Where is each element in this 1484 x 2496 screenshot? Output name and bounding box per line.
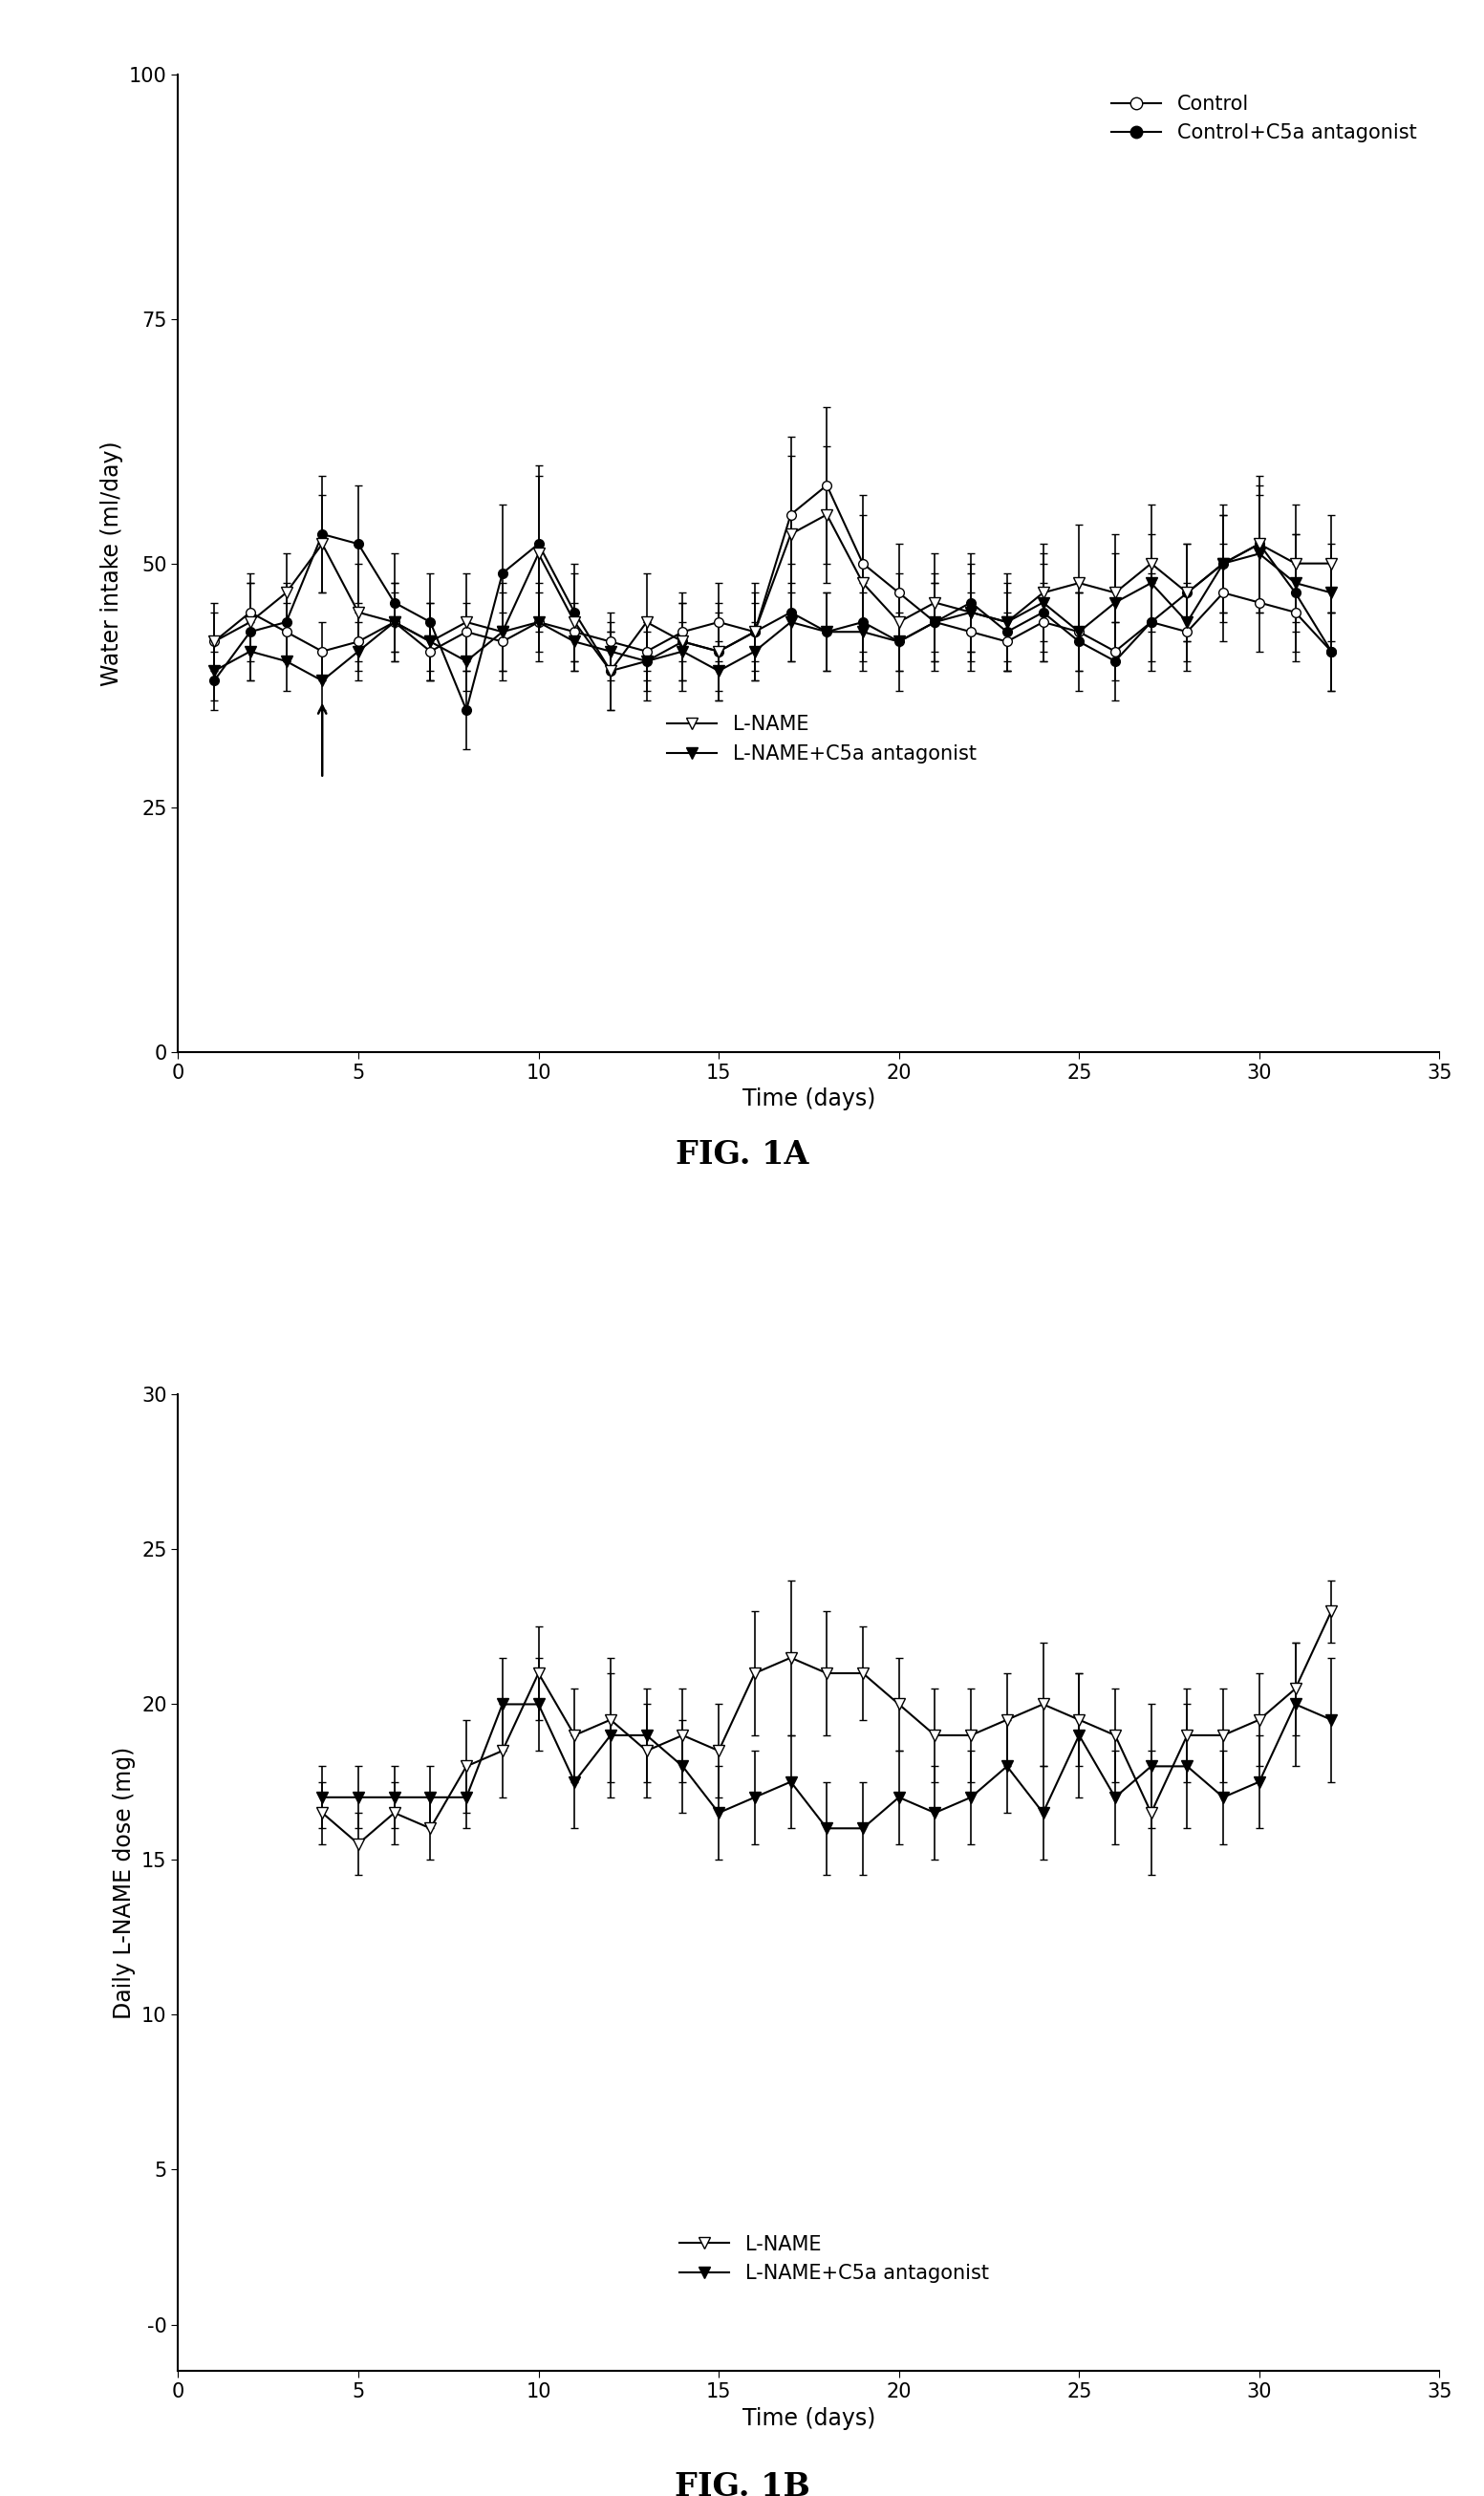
Legend: L-NAME, L-NAME+C5a antagonist: L-NAME, L-NAME+C5a antagonist [680,2234,988,2284]
Text: FIG. 1B: FIG. 1B [674,2471,810,2496]
Text: FIG. 1A: FIG. 1A [675,1138,809,1171]
X-axis label: Time (days): Time (days) [742,1088,876,1111]
Y-axis label: Water intake (ml/day): Water intake (ml/day) [101,442,123,686]
X-axis label: Time (days): Time (days) [742,2406,876,2429]
Y-axis label: Daily L-NAME dose (mg): Daily L-NAME dose (mg) [113,1747,137,2019]
Legend: L-NAME, L-NAME+C5a antagonist: L-NAME, L-NAME+C5a antagonist [668,716,976,764]
